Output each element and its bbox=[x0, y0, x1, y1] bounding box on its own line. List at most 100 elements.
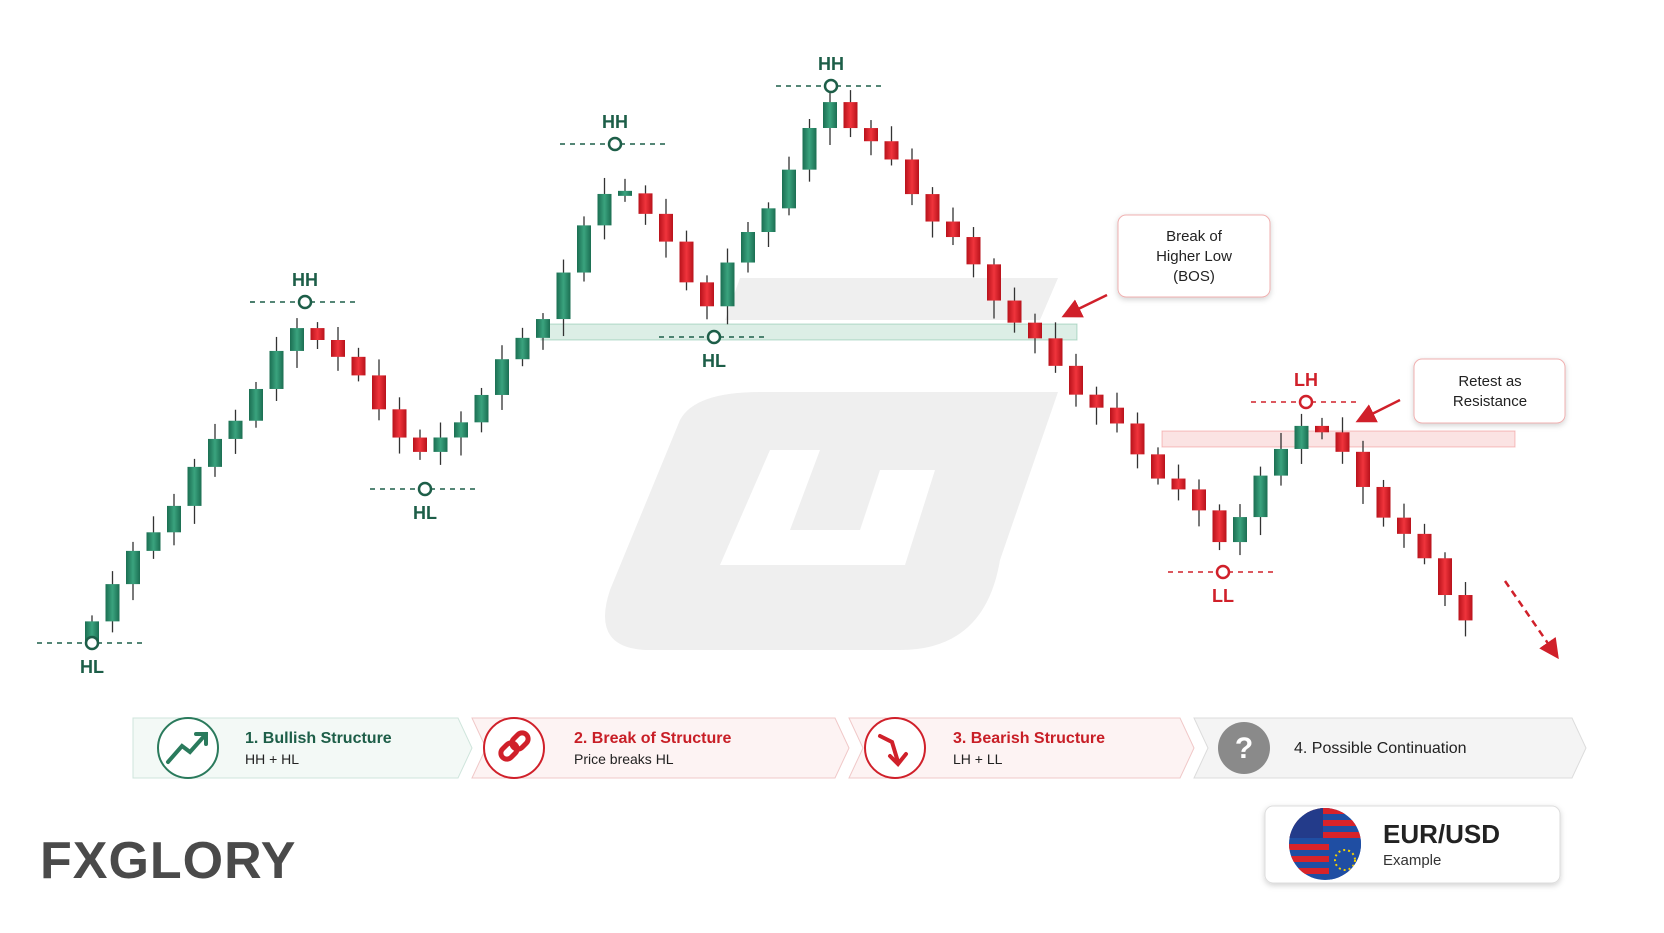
candle-body bbox=[269, 350, 284, 389]
candle-body bbox=[1458, 595, 1473, 621]
candle-body bbox=[884, 141, 899, 160]
logo: FXGLORY bbox=[40, 832, 296, 890]
marker-label: HL bbox=[80, 657, 104, 677]
callout-line: Break of bbox=[1166, 228, 1223, 245]
candle-body bbox=[126, 550, 140, 585]
step-chevron bbox=[1193, 717, 1587, 779]
marker-point bbox=[84, 635, 100, 651]
callout-box bbox=[1413, 358, 1566, 424]
callout-line: (BOS) bbox=[1173, 268, 1215, 285]
candle-body bbox=[1417, 533, 1432, 559]
candle-body bbox=[1151, 454, 1165, 479]
marker-point bbox=[823, 78, 839, 94]
marker-point bbox=[417, 481, 433, 497]
candle-body bbox=[1212, 510, 1227, 543]
candle-body bbox=[946, 221, 960, 238]
candle-body bbox=[1315, 425, 1329, 433]
candle-body bbox=[1192, 489, 1206, 511]
continuation-arrow bbox=[1503, 580, 1559, 660]
candle-body bbox=[905, 159, 919, 195]
callout-line: Higher Low bbox=[1156, 248, 1232, 265]
candle-body bbox=[474, 394, 489, 423]
watermark bbox=[605, 278, 1058, 650]
marker-point bbox=[607, 136, 623, 152]
candle-body bbox=[720, 262, 735, 307]
callout-line: Resistance bbox=[1453, 393, 1527, 410]
callout: Retest as Resistance bbox=[1355, 358, 1566, 424]
marker-point bbox=[1215, 564, 1231, 580]
candle-body bbox=[638, 193, 653, 214]
step-subtitle: HH + HL bbox=[245, 751, 299, 767]
candle-body bbox=[597, 193, 612, 226]
marker-label: HH bbox=[818, 54, 844, 74]
candle-body bbox=[249, 388, 263, 421]
candle-body bbox=[1007, 300, 1022, 323]
step-chevron bbox=[132, 717, 473, 779]
candle-body bbox=[1376, 486, 1391, 518]
candle-body bbox=[556, 272, 571, 320]
candle-body bbox=[741, 232, 755, 263]
candle-body bbox=[105, 584, 120, 622]
step-title: 2. Break of Structure bbox=[574, 730, 731, 747]
steps-bar: ? 1. Bullish Structure HH + HL 2. Break … bbox=[132, 717, 1587, 779]
callout-arrow bbox=[1355, 398, 1401, 423]
step-title: 1. Bullish Structure bbox=[245, 730, 392, 747]
candle-body bbox=[700, 282, 714, 307]
candle-body bbox=[208, 438, 222, 467]
candle-body bbox=[618, 190, 632, 196]
candle-body bbox=[1130, 423, 1145, 455]
candle-body bbox=[290, 328, 304, 351]
candle-body bbox=[331, 339, 345, 357]
marker-label: HH bbox=[602, 112, 628, 132]
candle-body bbox=[515, 337, 530, 360]
candle-body bbox=[228, 420, 243, 439]
candle-body bbox=[433, 437, 448, 452]
marker-label: LL bbox=[1212, 586, 1234, 606]
candle-body bbox=[1294, 425, 1309, 449]
candle-body bbox=[146, 532, 161, 551]
candle-body bbox=[987, 264, 1001, 301]
marker-label: HH bbox=[292, 270, 318, 290]
step-title: 3. Bearish Structure bbox=[953, 730, 1105, 747]
step-icon-graphic bbox=[498, 730, 531, 762]
candle-body bbox=[1356, 451, 1370, 487]
candles bbox=[85, 86, 1473, 649]
candle-body bbox=[577, 225, 591, 273]
candle-body bbox=[1089, 394, 1104, 408]
step-icon-graphic bbox=[166, 732, 208, 764]
candle-body bbox=[1253, 475, 1268, 518]
candle-body bbox=[187, 466, 202, 506]
step-title: 4. Possible Continuation bbox=[1294, 740, 1467, 757]
marker-label: LH bbox=[1294, 370, 1318, 390]
candle-body bbox=[1233, 517, 1247, 543]
candle-body bbox=[761, 208, 776, 233]
candle-body bbox=[1110, 407, 1124, 424]
candle-body bbox=[167, 505, 181, 533]
badge-note: Example bbox=[1383, 852, 1441, 869]
step-subtitle: LH + LL bbox=[953, 751, 1003, 767]
candle-body bbox=[310, 328, 325, 340]
candle-body bbox=[802, 127, 817, 170]
support-zone bbox=[540, 323, 1078, 341]
candle-body bbox=[925, 194, 940, 222]
callout-line: Retest as bbox=[1458, 373, 1521, 390]
callout: Break of Higher Low (BOS) bbox=[1061, 214, 1271, 318]
marker-point bbox=[1298, 394, 1314, 410]
step-chevron bbox=[848, 717, 1195, 779]
candle-body bbox=[1274, 448, 1288, 476]
badge: EUR/USD Example bbox=[1264, 805, 1561, 884]
candle-body bbox=[372, 375, 386, 410]
candle-body bbox=[1048, 338, 1063, 366]
candle-body bbox=[966, 237, 981, 265]
candle-body bbox=[843, 102, 858, 129]
step-subtitle: Price breaks HL bbox=[574, 751, 674, 767]
candle-body bbox=[864, 128, 878, 142]
candle-body bbox=[536, 319, 550, 338]
marker-point bbox=[297, 294, 313, 310]
candle-body bbox=[659, 213, 673, 242]
candle-body bbox=[413, 437, 427, 452]
candle-body bbox=[679, 241, 694, 283]
marker-point bbox=[706, 329, 722, 345]
candle-body bbox=[1438, 558, 1452, 596]
flag bbox=[1289, 808, 1361, 880]
